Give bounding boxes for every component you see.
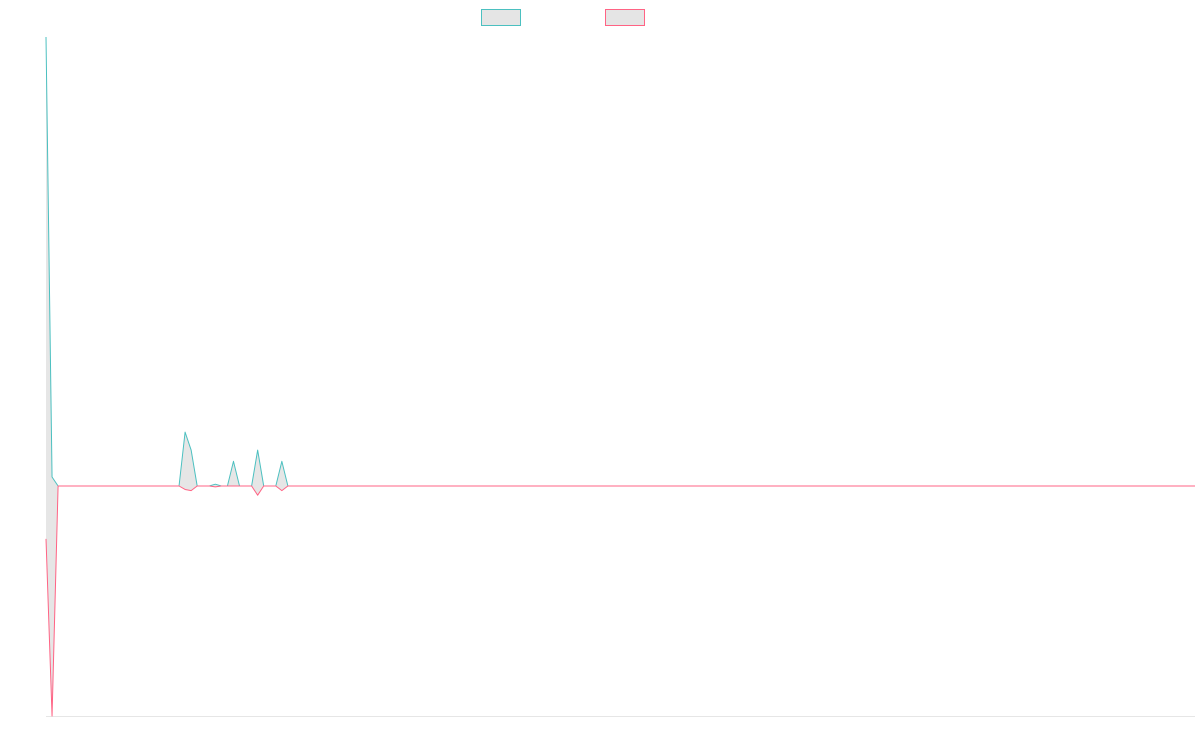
series-1-line <box>45 36 1195 487</box>
legend-swatch-1[interactable] <box>481 9 521 26</box>
series-2-area <box>46 486 1195 716</box>
series-2-line <box>45 485 1195 717</box>
series-layer <box>45 36 1195 717</box>
legend <box>481 9 645 26</box>
series-1-area <box>46 37 1195 486</box>
legend-swatch-2[interactable] <box>605 9 645 26</box>
